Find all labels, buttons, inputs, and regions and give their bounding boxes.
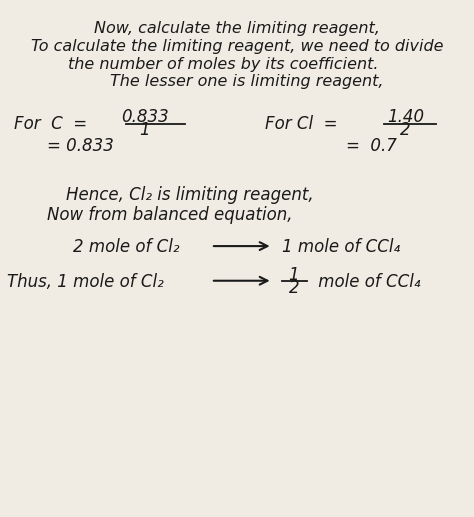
Text: the number of moles by its coefficient.: the number of moles by its coefficient. [67, 56, 378, 72]
Text: Hence, Cl₂ is limiting reagent,: Hence, Cl₂ is limiting reagent, [66, 187, 314, 204]
Text: 2: 2 [289, 279, 299, 297]
Text: The lesser one is limiting reagent,: The lesser one is limiting reagent, [109, 74, 383, 89]
Text: 1.40: 1.40 [387, 109, 424, 126]
Text: Now, calculate the limiting reagent,: Now, calculate the limiting reagent, [94, 21, 380, 36]
Text: 2 mole of Cl₂: 2 mole of Cl₂ [73, 238, 180, 256]
Text: 2: 2 [400, 121, 410, 139]
Text: 0.833: 0.833 [121, 109, 168, 126]
Text: 1: 1 [139, 121, 150, 139]
Text: 1 mole of CCl₄: 1 mole of CCl₄ [282, 238, 400, 256]
Text: mole of CCl₄: mole of CCl₄ [313, 273, 420, 291]
Text: Now from balanced equation,: Now from balanced equation, [47, 206, 293, 223]
Text: For Cl  =: For Cl = [265, 115, 338, 133]
Text: Thus, 1 mole of Cl₂: Thus, 1 mole of Cl₂ [7, 273, 164, 291]
Text: To calculate the limiting reagent, we need to divide: To calculate the limiting reagent, we ne… [31, 39, 443, 54]
Text: For  C  =: For C = [14, 115, 87, 133]
Text: = 0.833: = 0.833 [47, 137, 114, 155]
Text: =  0.7: = 0.7 [346, 137, 397, 155]
Text: 1: 1 [289, 266, 299, 284]
